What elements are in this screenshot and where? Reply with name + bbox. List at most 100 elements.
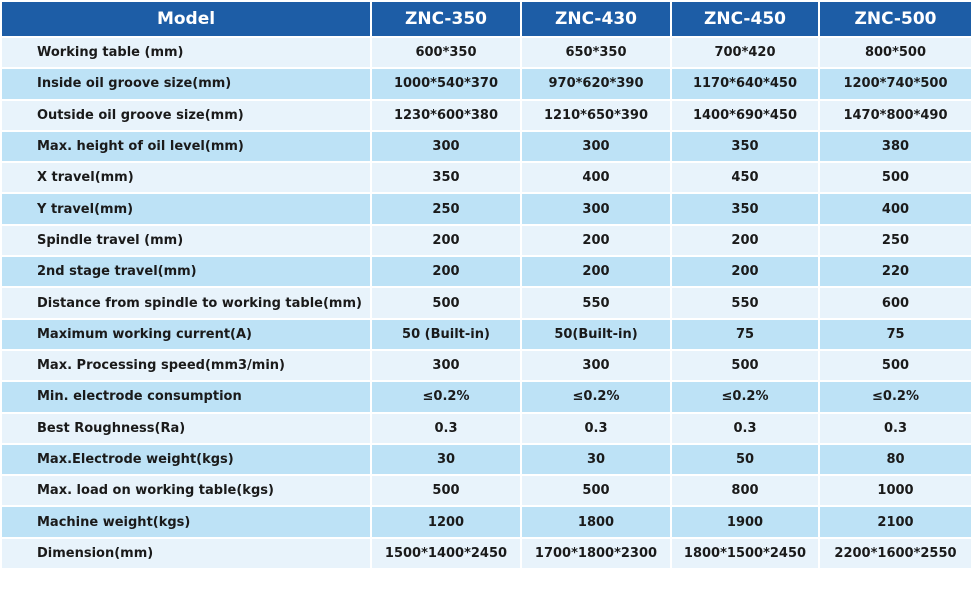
cell: ≤0.2% bbox=[818, 380, 971, 414]
cell: 350 bbox=[670, 192, 820, 226]
row-label: Max. height of oil level(mm) bbox=[0, 129, 372, 164]
row-label: Max.Electrode weight(kgs) bbox=[0, 442, 372, 477]
cell: 220 bbox=[818, 255, 971, 289]
table-row: Max.Electrode weight(kgs) 30 30 50 80 bbox=[0, 442, 971, 477]
cell: 250 bbox=[818, 223, 971, 258]
row-label: Working table (mm) bbox=[0, 35, 372, 70]
table-row: 2nd stage travel(mm) 200 200 200 220 bbox=[0, 255, 971, 289]
table-row: Outside oil groove size(mm) 1230*600*380 1… bbox=[0, 98, 971, 132]
cell: 30 bbox=[520, 442, 672, 477]
cell: 1700*1800*2300 bbox=[520, 536, 672, 571]
header-row: Model ZNC-350 ZNC-430 ZNC-450 ZNC-500 bbox=[0, 0, 971, 38]
cell: 300 bbox=[370, 129, 522, 164]
row-label: Max. Processing speed(mm3/min) bbox=[0, 348, 372, 383]
table-row: Distance from spindle to working table(m… bbox=[0, 286, 971, 320]
cell: ≤0.2% bbox=[520, 380, 672, 414]
cell: 75 bbox=[670, 317, 820, 351]
cell: 1000 bbox=[818, 474, 971, 508]
cell: ≤0.2% bbox=[670, 380, 820, 414]
row-label: Best Roughness(Ra) bbox=[0, 411, 372, 445]
row-label: Machine weight(kgs) bbox=[0, 505, 372, 539]
cell: 0.3 bbox=[370, 411, 522, 445]
cell: 600*350 bbox=[370, 35, 522, 70]
table-row: Machine weight(kgs) 1200 1800 1900 2100 bbox=[0, 505, 971, 539]
table-row: Inside oil groove size(mm) 1000*540*370 97… bbox=[0, 67, 971, 101]
cell: 300 bbox=[520, 348, 672, 383]
cell: 50(Built-in) bbox=[520, 317, 672, 351]
cell: 200 bbox=[670, 223, 820, 258]
table-row: Best Roughness(Ra) 0.3 0.3 0.3 0.3 bbox=[0, 411, 971, 445]
cell: 970*620*390 bbox=[520, 67, 672, 101]
table-row: Max. load on working table(kgs) 500 500 800… bbox=[0, 474, 971, 508]
row-label: Min. electrode consumption bbox=[0, 380, 372, 414]
table-body: Working table (mm) 600*350 650*350 700*420 8… bbox=[0, 35, 971, 571]
cell: 1200 bbox=[370, 505, 522, 539]
cell: 50 bbox=[670, 442, 820, 477]
cell: 1500*1400*2450 bbox=[370, 536, 522, 571]
cell: 30 bbox=[370, 442, 522, 477]
cell: 0.3 bbox=[520, 411, 672, 445]
cell: 350 bbox=[370, 161, 522, 195]
cell: 200 bbox=[370, 223, 522, 258]
header-cell: Model bbox=[0, 0, 372, 38]
cell: 1000*540*370 bbox=[370, 67, 522, 101]
cell: 300 bbox=[520, 129, 672, 164]
cell: 75 bbox=[818, 317, 971, 351]
cell: 300 bbox=[370, 348, 522, 383]
cell: 650*350 bbox=[520, 35, 672, 70]
cell: 400 bbox=[520, 161, 672, 195]
table-row: Working table (mm) 600*350 650*350 700*420 8… bbox=[0, 35, 971, 70]
row-label: Inside oil groove size(mm) bbox=[0, 67, 372, 101]
cell: 1170*640*450 bbox=[670, 67, 820, 101]
row-label: Outside oil groove size(mm) bbox=[0, 98, 372, 132]
table-row: Spindle travel (mm) 200 200 200 250 bbox=[0, 223, 971, 258]
table-row: Max. height of oil level(mm) 300 300 350 380 bbox=[0, 129, 971, 164]
row-label: 2nd stage travel(mm) bbox=[0, 255, 372, 289]
cell: 0.3 bbox=[670, 411, 820, 445]
cell: 2200*1600*2550 bbox=[818, 536, 971, 571]
row-label: Max. load on working table(kgs) bbox=[0, 474, 372, 508]
cell: 80 bbox=[818, 442, 971, 477]
cell: 1200*740*500 bbox=[818, 67, 971, 101]
header-cell: ZNC-450 bbox=[670, 0, 820, 38]
cell: 200 bbox=[370, 255, 522, 289]
cell: 350 bbox=[670, 129, 820, 164]
header-cell: ZNC-500 bbox=[818, 0, 971, 38]
cell: 300 bbox=[520, 192, 672, 226]
cell: 1470*800*490 bbox=[818, 98, 971, 132]
cell: 1230*600*380 bbox=[370, 98, 522, 132]
table-row: X travel(mm) 350 400 450 500 bbox=[0, 161, 971, 195]
row-label: Spindle travel (mm) bbox=[0, 223, 372, 258]
table-row: Max. Processing speed(mm3/min) 300 300 500 5… bbox=[0, 348, 971, 383]
cell: 1800*1500*2450 bbox=[670, 536, 820, 571]
cell: 500 bbox=[370, 286, 522, 320]
cell: 2100 bbox=[818, 505, 971, 539]
cell: 500 bbox=[370, 474, 522, 508]
table-row: Maximum working current(A) 50 (Built-in) 5… bbox=[0, 317, 971, 351]
cell: 500 bbox=[520, 474, 672, 508]
cell: 200 bbox=[520, 223, 672, 258]
cell: 200 bbox=[520, 255, 672, 289]
cell: 450 bbox=[670, 161, 820, 195]
cell: ≤0.2% bbox=[370, 380, 522, 414]
cell: 1400*690*450 bbox=[670, 98, 820, 132]
cell: 550 bbox=[520, 286, 672, 320]
header-cell: ZNC-430 bbox=[520, 0, 672, 38]
cell: 500 bbox=[818, 348, 971, 383]
row-label: Distance from spindle to working table(m… bbox=[0, 286, 372, 320]
cell: 1210*650*390 bbox=[520, 98, 672, 132]
cell: 700*420 bbox=[670, 35, 820, 70]
cell: 800 bbox=[670, 474, 820, 508]
table-row: Y travel(mm) 250 300 350 400 bbox=[0, 192, 971, 226]
cell: 0.3 bbox=[818, 411, 971, 445]
cell: 200 bbox=[670, 255, 820, 289]
cell: 50 (Built-in) bbox=[370, 317, 522, 351]
cell: 550 bbox=[670, 286, 820, 320]
table-row: Dimension(mm) 1500*1400*2450 1700*1800*230… bbox=[0, 536, 971, 571]
cell: 380 bbox=[818, 129, 971, 164]
header-cell: ZNC-350 bbox=[370, 0, 522, 38]
row-label: Y travel(mm) bbox=[0, 192, 372, 226]
row-label: X travel(mm) bbox=[0, 161, 372, 195]
spec-table: Model ZNC-350 ZNC-430 ZNC-450 ZNC-500 Workin… bbox=[0, 0, 971, 571]
